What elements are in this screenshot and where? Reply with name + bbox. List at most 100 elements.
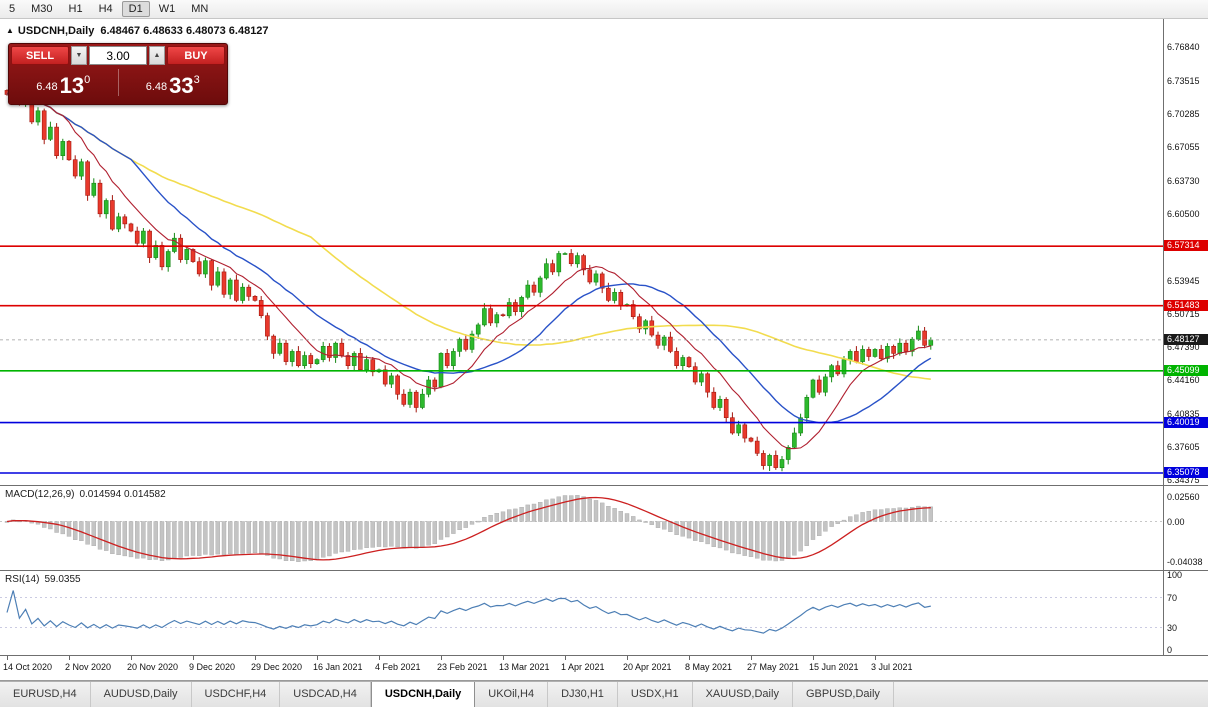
one-click-trade-panel: SELL ▼ 3.00 ▲ BUY 6.48 13 0 6.48 33 3 <box>8 43 228 105</box>
date-tick <box>689 656 690 660</box>
price-axis-label: 6.63730 <box>1167 176 1200 186</box>
date-tick <box>7 656 8 660</box>
main-chart-panel: 6.76840 6.73515 6.70285 6.67055 6.63730 6.605… <box>0 19 1208 486</box>
timeframe-button-m30[interactable]: M30 <box>31 3 53 15</box>
date-axis-label: 23 Feb 2021 <box>437 662 488 672</box>
date-axis-label: 15 Jun 2021 <box>809 662 859 672</box>
date-tick <box>813 656 814 660</box>
date-axis-label: 13 Mar 2021 <box>499 662 550 672</box>
chart-tab-dj30[interactable]: DJ30,H1 <box>548 682 618 707</box>
chart-tab-ukoil[interactable]: UKOil,H4 <box>475 682 549 707</box>
macd-axis-label: 0.02560 <box>1167 492 1200 502</box>
date-axis-label: 14 Oct 2020 <box>3 662 53 672</box>
chart-tab-xauusd[interactable]: XAUUSD,Daily <box>693 682 793 707</box>
timeframe-button-h1[interactable]: H1 <box>68 3 83 15</box>
hline-price-tag: 6.40019 <box>1164 417 1208 428</box>
sell-price-point: 0 <box>84 74 91 86</box>
date-tick <box>317 656 318 660</box>
chart-tab-usdx[interactable]: USDX,H1 <box>618 682 693 707</box>
trade-panel-collapse-icon[interactable]: ▲ <box>6 26 14 35</box>
ohlc-values: 6.48467 6.48633 6.48073 6.48127 <box>100 25 269 37</box>
price-axis-label: 6.76840 <box>1167 42 1200 52</box>
date-axis-label: 1 Apr 2021 <box>561 662 605 672</box>
timeframe-button-d1[interactable]: D1 <box>121 1 150 17</box>
chart-tab-gbpusd[interactable]: GBPUSD,Daily <box>793 682 894 707</box>
macd-label: MACD(12,26,9) 0.014594 0.014582 <box>5 489 166 500</box>
rsi-axis-label: 70 <box>1167 593 1178 603</box>
rsi-chart <box>0 590 1164 634</box>
price-axis-label: 6.50715 <box>1167 309 1200 319</box>
sell-price-pips: 13 <box>59 73 85 98</box>
price-axis-label: 6.40835 <box>1167 409 1200 419</box>
date-axis-label: 20 Apr 2021 <box>623 662 672 672</box>
price-axis-label: 6.53945 <box>1167 276 1200 286</box>
buy-price-pips: 33 <box>169 73 194 98</box>
timeframe-button-mn[interactable]: MN <box>191 3 209 15</box>
timeframe-button-5[interactable]: 5 <box>9 3 16 15</box>
timeframe-toolbar: 5 M30 H1 H4 D1 W1 MN <box>0 0 1208 19</box>
date-axis-label: 4 Feb 2021 <box>375 662 421 672</box>
date-tick <box>379 656 380 660</box>
chart-tab-audusd[interactable]: AUDUSD,Daily <box>91 682 192 707</box>
date-tick <box>255 656 256 660</box>
date-tick <box>69 656 70 660</box>
chart-tab-usdchf[interactable]: USDCHF,H4 <box>192 682 281 707</box>
date-tick <box>627 656 628 660</box>
macd-values: 0.014594 0.014582 <box>79 489 166 500</box>
price-axis-label: 6.60500 <box>1167 209 1200 219</box>
date-axis-label: 20 Nov 2020 <box>127 662 179 672</box>
date-tick <box>193 656 194 660</box>
candlestick-chart[interactable] <box>0 19 1164 486</box>
date-axis-label: 9 Dec 2020 <box>189 662 236 672</box>
macd-axis: 0.02560 0.00 -0.04038 <box>1163 486 1208 570</box>
sell-button[interactable]: SELL <box>11 46 69 65</box>
hline-price-tag: 6.57314 <box>1164 240 1208 251</box>
date-tick <box>441 656 442 660</box>
macd-panel: 0.02560 0.00 -0.04038 MACD(12,26,9) 0.01459… <box>0 486 1208 571</box>
date-axis-label: 3 Jul 2021 <box>871 662 913 672</box>
date-tick <box>875 656 876 660</box>
rsi-name: RSI(14) <box>5 574 40 585</box>
timeframe-button-h4[interactable]: H4 <box>98 3 113 15</box>
date-axis-label: 16 Jan 2021 <box>313 662 363 672</box>
chart-symbol-title: USDCNH,Daily <box>17 25 95 37</box>
date-axis-label: 2 Nov 2020 <box>65 662 112 672</box>
date-axis[interactable]: 14 Oct 2020 2 Nov 2020 20 Nov 2020 9 Dec 20… <box>0 656 1208 681</box>
price-axis-label: 6.47390 <box>1167 342 1200 352</box>
price-axis-label: 6.67055 <box>1167 142 1200 152</box>
volume-increase-icon[interactable]: ▲ <box>149 46 165 65</box>
rsi-axis-label: 30 <box>1167 623 1178 633</box>
date-tick <box>503 656 504 660</box>
current-price-tag: 6.48127 <box>1164 334 1208 345</box>
buy-button[interactable]: BUY <box>167 46 225 65</box>
date-tick <box>751 656 752 660</box>
volume-decrease-icon[interactable]: ▼ <box>71 46 87 65</box>
price-axis-label: 6.70285 <box>1167 109 1200 119</box>
buy-price-base: 6.48 <box>145 81 168 93</box>
volume-input[interactable]: 3.00 <box>89 46 147 65</box>
sell-price[interactable]: 6.48 13 0 <box>9 67 118 100</box>
trade-panel-divider <box>117 69 119 96</box>
chart-tab-usdcad[interactable]: USDCAD,H4 <box>280 682 371 707</box>
macd-axis-label: -0.04038 <box>1167 557 1203 567</box>
buy-price-point: 3 <box>193 74 200 86</box>
rsi-axis-label: 100 <box>1167 570 1183 580</box>
buy-price[interactable]: 6.48 33 3 <box>119 67 228 100</box>
rsi-value: 59.0355 <box>44 574 81 585</box>
date-tick <box>565 656 566 660</box>
timeframe-button-w1[interactable]: W1 <box>158 3 176 15</box>
price-axis-label: 6.44160 <box>1167 375 1200 385</box>
sell-price-base: 6.48 <box>36 81 58 93</box>
rsi-label: RSI(14) 59.0355 <box>5 574 81 585</box>
hline-price-tag: 6.45099 <box>1164 365 1208 376</box>
chart-tabbar: EURUSD,H4 AUDUSD,Daily USDCHF,H4 USDCAD,H4 U… <box>0 681 1208 707</box>
rsi-panel: 100 70 30 0 RSI(14) 59.0355 <box>0 570 1208 656</box>
chart-tab-usdcnh[interactable]: USDCNH,Daily <box>370 682 476 707</box>
price-axis[interactable]: 6.76840 6.73515 6.70285 6.67055 6.63730 6.605… <box>1163 19 1208 485</box>
date-tick <box>131 656 132 660</box>
symbol-info-line: ▲ USDCNH,Daily 6.48467 6.48633 6.48073 6.4… <box>6 25 269 37</box>
chart-tab-eurusd[interactable]: EURUSD,H4 <box>0 682 91 707</box>
price-axis-label: 6.37605 <box>1167 442 1200 452</box>
date-axis-label: 27 May 2021 <box>747 662 800 672</box>
